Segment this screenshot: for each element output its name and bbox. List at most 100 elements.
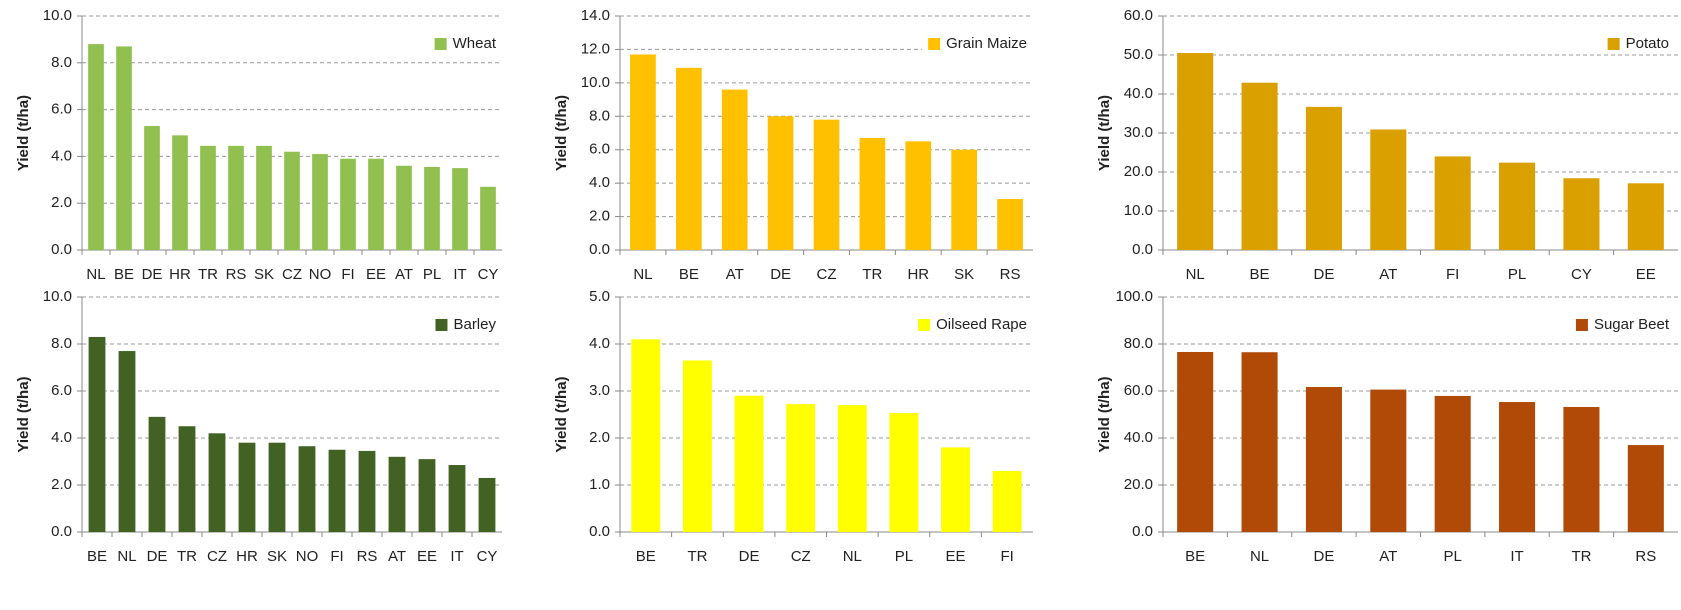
bar bbox=[1370, 389, 1407, 532]
bar bbox=[889, 413, 919, 532]
x-tick-label: CZ bbox=[282, 266, 302, 283]
bar-chart: 0.0 1.0 2.0 3.0 4.0 5.0 Yield (t/ha) BE TR DE CZ NL… bbox=[553, 288, 1033, 565]
bar bbox=[358, 450, 376, 532]
x-tick-label: TR bbox=[177, 548, 197, 565]
legend: Barley bbox=[429, 315, 502, 335]
bar bbox=[340, 158, 356, 250]
bar bbox=[630, 54, 656, 250]
legend-label: Wheat bbox=[453, 35, 497, 52]
bar bbox=[268, 442, 286, 532]
bar bbox=[1627, 445, 1664, 532]
y-tick-label: 0.0 bbox=[589, 241, 610, 258]
y-tick-label: 4.0 bbox=[51, 429, 72, 446]
bar bbox=[452, 168, 468, 250]
y-axis-title: Yield (t/ha) bbox=[15, 95, 32, 171]
bar bbox=[388, 456, 406, 532]
x-tick-label: SK bbox=[954, 266, 974, 283]
bar bbox=[997, 199, 1023, 250]
bar bbox=[1305, 387, 1342, 532]
y-tick-label: 3.0 bbox=[589, 382, 610, 399]
x-tick-label: NO bbox=[309, 266, 332, 283]
y-tick-label: 10.0 bbox=[43, 288, 72, 305]
y-tick-label: 80.0 bbox=[1124, 335, 1153, 352]
x-tick-label: DE bbox=[1314, 548, 1335, 565]
bar bbox=[631, 339, 661, 532]
y-axis-title: Yield (t/ha) bbox=[1096, 95, 1113, 171]
y-tick-label: 4.0 bbox=[51, 147, 72, 164]
bar bbox=[992, 470, 1022, 532]
bar bbox=[172, 135, 188, 250]
bar bbox=[1499, 402, 1536, 532]
x-tick-label: HR bbox=[236, 548, 258, 565]
x-tick-label: NO bbox=[296, 548, 319, 565]
x-tick-label: EE bbox=[417, 548, 437, 565]
y-tick-label: 14.0 bbox=[581, 7, 610, 24]
bar-chart: 0.0 20.0 40.0 60.0 80.0 100.0 Yield (t/ha) BE NL… bbox=[1096, 288, 1678, 565]
x-tick-label: DE bbox=[142, 266, 163, 283]
legend-label: Oilseed Rape bbox=[936, 316, 1027, 333]
bar bbox=[767, 116, 794, 251]
x-tick-label: AT bbox=[1379, 266, 1397, 283]
bar bbox=[951, 149, 978, 250]
bar bbox=[941, 447, 971, 532]
legend-label: Sugar Beet bbox=[1594, 316, 1670, 333]
bar bbox=[682, 360, 712, 532]
x-tick-label: NL bbox=[1186, 266, 1205, 283]
y-tick-label: 30.0 bbox=[1124, 124, 1153, 141]
x-tick-label: BE bbox=[1185, 548, 1205, 565]
y-tick-label: 2.0 bbox=[51, 476, 72, 493]
y-tick-label: 0.0 bbox=[589, 523, 610, 540]
x-tick-label: BE bbox=[1250, 266, 1270, 283]
x-tick-label: SK bbox=[254, 266, 274, 283]
x-tick-label: EE bbox=[366, 266, 386, 283]
y-tick-label: 8.0 bbox=[51, 54, 72, 71]
bar bbox=[144, 125, 160, 250]
bar bbox=[238, 442, 256, 532]
y-axis-title: Yield (t/ha) bbox=[1096, 376, 1113, 452]
x-tick-label: HR bbox=[907, 266, 929, 283]
y-tick-label: 10.0 bbox=[1124, 202, 1153, 219]
legend-swatch bbox=[1607, 38, 1620, 50]
x-tick-label: IT bbox=[453, 266, 466, 283]
bar bbox=[298, 446, 316, 532]
legend-swatch bbox=[435, 319, 448, 331]
bar bbox=[837, 405, 867, 532]
x-tick-label: FI bbox=[1446, 266, 1459, 283]
y-tick-label: 100.0 bbox=[1115, 288, 1153, 305]
y-tick-label: 6.0 bbox=[51, 382, 72, 399]
y-tick-label: 50.0 bbox=[1124, 46, 1153, 63]
x-tick-label: TR bbox=[687, 548, 707, 565]
y-axis-title: Yield (t/ha) bbox=[553, 95, 570, 171]
x-tick-label: AT bbox=[726, 266, 744, 283]
x-tick-label: CZ bbox=[207, 548, 227, 565]
bar bbox=[1499, 162, 1536, 250]
bar bbox=[1563, 178, 1600, 250]
y-tick-label: 6.0 bbox=[51, 101, 72, 118]
bar bbox=[116, 46, 132, 250]
bar-chart: 0.0 2.0 4.0 6.0 8.0 10.0 12.0 14.0 Yield (t/ha) N… bbox=[553, 7, 1033, 283]
legend-swatch bbox=[918, 319, 931, 331]
legend-background bbox=[429, 315, 502, 335]
y-tick-label: 10.0 bbox=[581, 74, 610, 91]
legend-background bbox=[1601, 34, 1675, 54]
bar bbox=[786, 404, 816, 532]
bar bbox=[813, 119, 840, 250]
bar bbox=[1434, 395, 1471, 532]
legend-background bbox=[922, 34, 1033, 54]
x-tick-label: FI bbox=[341, 266, 354, 283]
legend-swatch bbox=[1575, 319, 1588, 331]
x-tick-label: AT bbox=[395, 266, 413, 283]
x-tick-label: EE bbox=[1636, 266, 1656, 283]
bar bbox=[859, 138, 886, 250]
bar bbox=[148, 416, 166, 532]
bar bbox=[675, 67, 702, 250]
bar bbox=[256, 145, 272, 250]
x-tick-label: NL bbox=[86, 266, 105, 283]
bar bbox=[328, 449, 346, 532]
bar bbox=[200, 145, 216, 250]
x-tick-label: IT bbox=[1510, 548, 1523, 565]
x-tick-label: RS bbox=[1000, 266, 1021, 283]
x-tick-label: BE bbox=[679, 266, 699, 283]
y-tick-label: 20.0 bbox=[1124, 476, 1153, 493]
